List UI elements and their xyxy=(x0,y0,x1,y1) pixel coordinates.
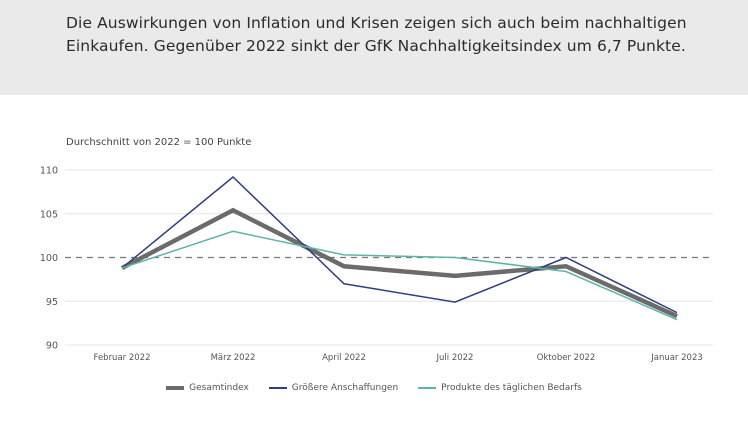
x-tick-label: März 2022 xyxy=(211,353,256,363)
headline: Die Auswirkungen von Inflation und Krise… xyxy=(66,14,687,55)
x-tick-label: Februar 2022 xyxy=(94,353,151,363)
legend-label: Größere Anschaffungen xyxy=(291,383,399,393)
x-tick-label: April 2022 xyxy=(322,353,366,363)
legend-item: Gesamtindex xyxy=(166,383,249,393)
y-tick-label: 90 xyxy=(46,341,58,352)
x-tick-label: Juli 2022 xyxy=(436,353,474,363)
legend-item: Größere Anschaffungen xyxy=(268,383,399,393)
series-line-1 xyxy=(121,175,678,314)
y-tick-label: 105 xyxy=(40,209,58,220)
legend-item: Produkte des täglichen Bedarfs xyxy=(418,383,582,393)
series-line-0 xyxy=(120,207,678,319)
y-tick-label: 110 xyxy=(40,166,58,177)
header-banner: Die Auswirkungen von Inflation und Krise… xyxy=(0,0,748,95)
y-tick-label: 95 xyxy=(46,297,58,308)
chart-subtitle: Durchschnitt von 2022 = 100 Punkte xyxy=(66,137,252,148)
y-tick-label: 100 xyxy=(40,253,58,264)
x-tick-label: Januar 2023 xyxy=(650,353,703,363)
legend-swatch xyxy=(418,387,437,389)
legend-label: Gesamtindex xyxy=(189,383,249,393)
legend-swatch xyxy=(268,387,287,389)
series-line-2 xyxy=(121,230,678,321)
x-tick-label: Oktober 2022 xyxy=(537,353,596,363)
legend: Gesamtindex Größere Anschaffungen Produkte… xyxy=(0,383,748,393)
legend-label: Produkte des täglichen Bedarfs xyxy=(441,383,582,393)
legend-swatch xyxy=(166,386,185,390)
